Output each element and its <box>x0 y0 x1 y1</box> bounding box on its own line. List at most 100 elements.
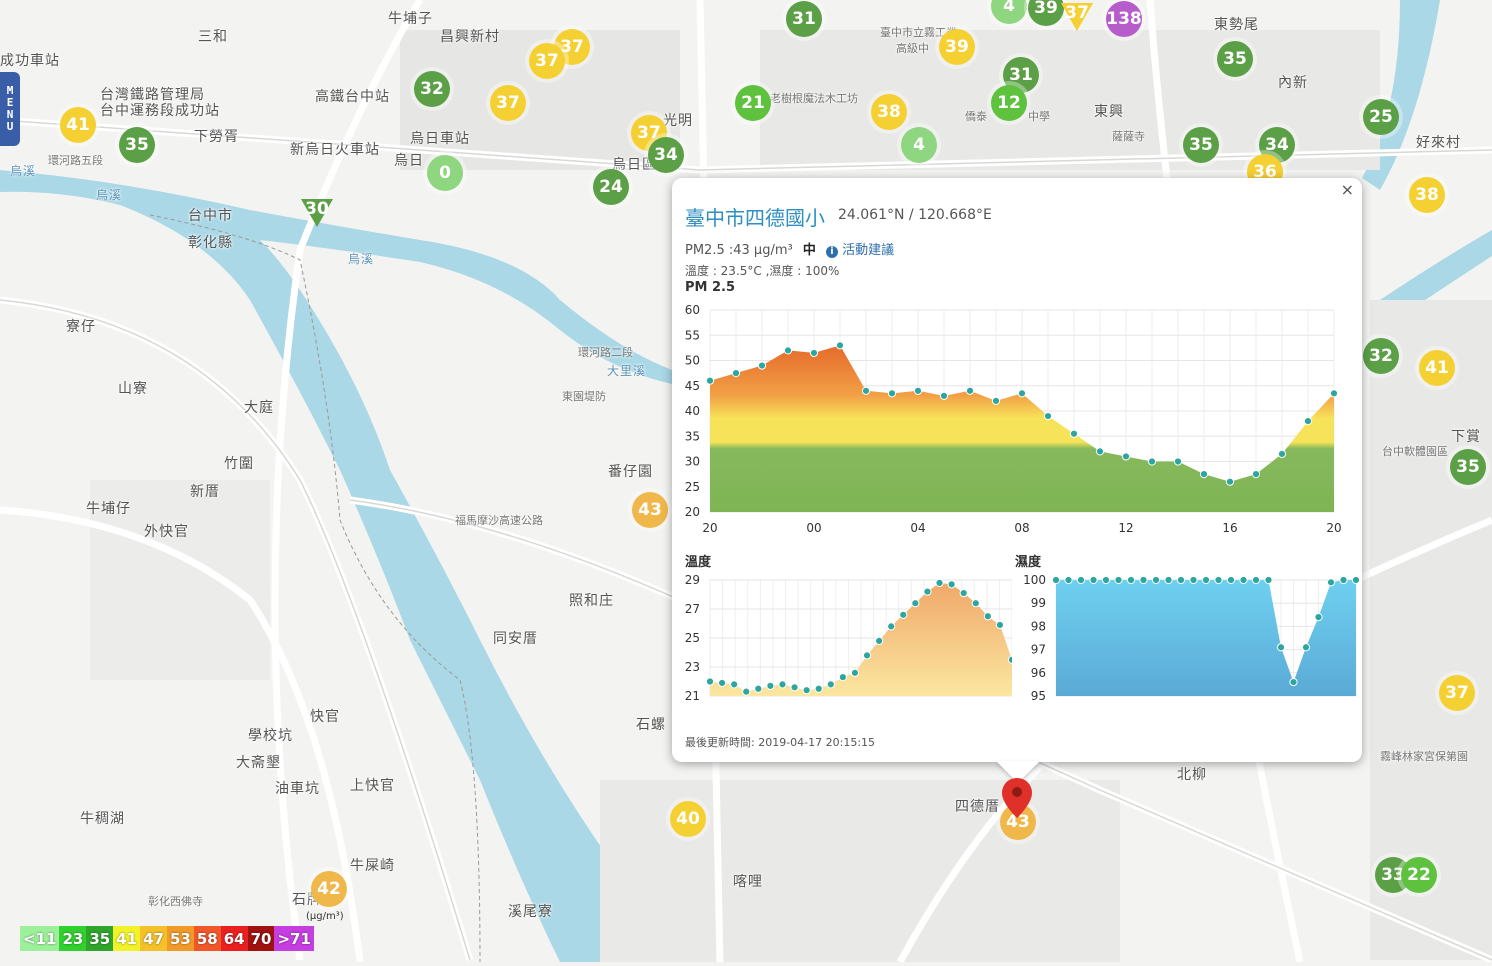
station-marker[interactable]: 32 <box>1363 338 1399 374</box>
data-point[interactable] <box>730 680 739 689</box>
station-marker[interactable]: 21 <box>735 85 771 121</box>
station-marker[interactable]: 42 <box>311 871 347 907</box>
station-marker[interactable]: 43 <box>1000 804 1036 840</box>
data-point[interactable] <box>1126 575 1136 585</box>
station-marker[interactable]: 24 <box>593 169 629 205</box>
data-point[interactable] <box>1121 452 1131 461</box>
station-marker[interactable]: 37 <box>1439 675 1475 711</box>
station-marker[interactable]: 37 <box>631 115 667 151</box>
data-point[interactable] <box>1239 575 1248 585</box>
data-point[interactable] <box>766 681 775 690</box>
data-point[interactable] <box>826 680 835 689</box>
data-point[interactable] <box>1277 449 1287 459</box>
data-point[interactable] <box>1164 575 1173 585</box>
data-point[interactable] <box>983 612 992 621</box>
data-point[interactable] <box>705 677 715 686</box>
data-point[interactable] <box>861 386 871 395</box>
data-point[interactable] <box>850 668 860 677</box>
station-marker[interactable]: 43 <box>632 492 668 528</box>
location-pin-icon[interactable] <box>1002 778 1032 822</box>
data-point[interactable] <box>887 622 896 631</box>
data-point[interactable] <box>862 651 872 660</box>
data-point[interactable] <box>965 386 975 395</box>
station-marker[interactable]: 35 <box>1450 449 1486 485</box>
station-marker[interactable]: 31 <box>1003 57 1039 93</box>
data-point[interactable] <box>1201 575 1211 585</box>
station-marker[interactable]: 41 <box>60 107 96 143</box>
data-point[interactable] <box>1251 575 1261 585</box>
data-point[interactable] <box>1303 417 1313 426</box>
data-point[interactable] <box>959 588 968 598</box>
station-marker[interactable]: 138 <box>1106 1 1142 37</box>
data-point[interactable] <box>838 673 847 682</box>
data-point[interactable] <box>1329 389 1339 398</box>
data-point[interactable] <box>717 678 727 688</box>
data-point[interactable] <box>731 369 741 378</box>
data-point[interactable] <box>1043 411 1053 421</box>
close-icon[interactable]: × <box>1340 180 1354 199</box>
data-point[interactable] <box>991 396 1001 406</box>
data-point[interactable] <box>875 636 884 646</box>
station-marker[interactable]: 38 <box>1409 177 1445 213</box>
data-point[interactable] <box>1225 477 1235 486</box>
station-marker[interactable]: 38 <box>871 94 907 130</box>
data-point[interactable] <box>1276 643 1286 652</box>
station-marker[interactable]: 25 <box>1363 99 1399 135</box>
data-point[interactable] <box>1339 575 1348 585</box>
station-marker[interactable]: 40 <box>670 801 706 837</box>
station-marker[interactable]: 30 <box>299 195 335 231</box>
station-marker[interactable]: 37 <box>1059 0 1095 35</box>
data-point[interactable] <box>802 686 811 695</box>
data-point[interactable] <box>1176 575 1186 585</box>
data-point[interactable] <box>1147 457 1157 466</box>
data-point[interactable] <box>1289 677 1298 687</box>
station-marker[interactable]: 35 <box>1217 41 1253 77</box>
data-point[interactable] <box>971 599 980 608</box>
data-point[interactable] <box>935 578 944 587</box>
data-point[interactable] <box>1101 575 1111 585</box>
data-point[interactable] <box>1199 470 1209 479</box>
data-point[interactable] <box>1114 575 1123 585</box>
data-point[interactable] <box>899 610 908 619</box>
data-point[interactable] <box>783 346 793 355</box>
data-point[interactable] <box>1051 575 1061 585</box>
data-point[interactable] <box>913 386 923 395</box>
station-marker[interactable]: 0 <box>427 155 463 191</box>
data-point[interactable] <box>742 687 751 696</box>
station-marker[interactable]: 4 <box>901 127 937 163</box>
station-marker[interactable]: 31 <box>786 1 822 37</box>
data-point[interactable] <box>1214 575 1223 585</box>
data-point[interactable] <box>790 683 799 692</box>
activity-advice-link[interactable]: i 活動建議 <box>826 243 894 258</box>
data-point[interactable] <box>995 620 1005 630</box>
data-point[interactable] <box>835 341 845 350</box>
data-point[interactable] <box>939 391 949 400</box>
data-point[interactable] <box>1226 575 1236 585</box>
data-point[interactable] <box>814 684 823 693</box>
station-marker[interactable]: 12 <box>991 85 1027 121</box>
station-marker[interactable]: 32 <box>414 71 450 107</box>
data-point[interactable] <box>1069 429 1079 438</box>
data-point[interactable] <box>911 599 920 608</box>
data-point[interactable] <box>947 580 956 589</box>
data-point[interactable] <box>1326 578 1336 587</box>
station-marker[interactable]: 35 <box>119 127 155 163</box>
data-point[interactable] <box>757 361 767 370</box>
data-point[interactable] <box>1017 389 1027 398</box>
data-point[interactable] <box>754 684 763 693</box>
station-marker[interactable]: 39 <box>939 29 975 65</box>
station-name[interactable]: 臺中市四德國小 <box>685 206 825 230</box>
station-marker[interactable]: 37 <box>490 85 526 121</box>
station-marker[interactable]: 34 <box>648 137 684 173</box>
data-point[interactable] <box>1314 613 1323 622</box>
data-point[interactable] <box>1301 643 1311 652</box>
data-point[interactable] <box>887 389 897 398</box>
data-point[interactable] <box>809 348 819 358</box>
data-point[interactable] <box>1076 575 1086 585</box>
data-point[interactable] <box>1089 575 1098 585</box>
station-marker[interactable]: 35 <box>1183 127 1219 163</box>
station-marker[interactable]: 37 <box>529 43 565 79</box>
data-point[interactable] <box>705 376 715 385</box>
data-point[interactable] <box>1064 575 1073 585</box>
